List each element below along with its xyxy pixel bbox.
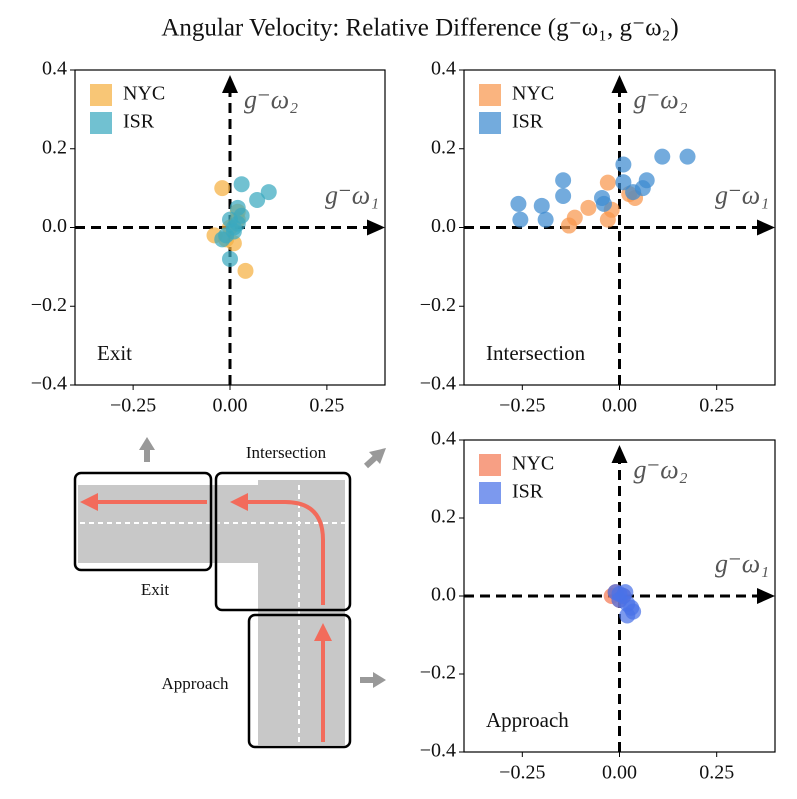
x-tick-label: 0.25 bbox=[699, 395, 734, 417]
point bbox=[233, 176, 250, 193]
point bbox=[512, 211, 529, 228]
legend-label: NYC bbox=[512, 83, 554, 105]
x-tick-label: −0.25 bbox=[499, 762, 545, 784]
legend-label: NYC bbox=[512, 453, 554, 475]
point bbox=[233, 207, 250, 224]
point bbox=[560, 217, 577, 234]
point bbox=[654, 148, 671, 165]
panel-annotation: Intersection bbox=[486, 341, 586, 365]
point bbox=[249, 191, 266, 208]
scatter-plot: −0.25 0.00 0.25 −0.4 −0.2 0.0 0.2 0.4 g⁻ω₁ g⁻ω₂ In… bbox=[420, 58, 776, 417]
y-axis-label: g⁻ω₂ bbox=[634, 85, 688, 114]
road bbox=[258, 480, 345, 745]
y-axis-label: g⁻ω₂ bbox=[244, 85, 298, 114]
diagram-label: Intersection bbox=[246, 443, 327, 462]
point bbox=[625, 603, 642, 620]
arrow-head bbox=[757, 588, 775, 604]
point bbox=[638, 172, 655, 189]
point bbox=[537, 211, 554, 228]
point bbox=[533, 197, 550, 214]
point bbox=[237, 262, 254, 279]
x-tick-label: −0.25 bbox=[499, 395, 545, 417]
diagram-label: Exit bbox=[141, 580, 170, 599]
legend-label: ISR bbox=[123, 111, 155, 133]
legend-swatch bbox=[479, 84, 501, 106]
y-tick-label: −0.4 bbox=[420, 373, 456, 395]
point bbox=[260, 184, 277, 201]
x-tick-label: 0.25 bbox=[309, 395, 344, 417]
legend-label: ISR bbox=[512, 481, 544, 503]
y-tick-label: 0.4 bbox=[431, 58, 456, 80]
x-tick-label: 0.25 bbox=[699, 762, 734, 784]
y-tick-label: −0.4 bbox=[420, 740, 456, 762]
y-tick-label: −0.2 bbox=[420, 662, 456, 684]
arrow-head bbox=[369, 448, 386, 464]
arrow-head bbox=[230, 493, 248, 511]
y-tick-label: 0.2 bbox=[42, 136, 67, 158]
scatter-plot: −0.25 0.00 0.25 −0.4 −0.2 0.0 0.2 0.4 g⁻ω₁ g⁻ω₂ Ap… bbox=[420, 428, 776, 784]
point bbox=[595, 195, 612, 212]
arrow-head bbox=[757, 219, 775, 236]
y-tick-label: 0.2 bbox=[431, 136, 456, 158]
panel-annotation: Approach bbox=[486, 708, 569, 732]
x-axis-label: g⁻ω₁ bbox=[715, 180, 769, 209]
x-tick-label: −0.25 bbox=[110, 395, 156, 417]
point bbox=[222, 251, 238, 267]
arrow-head bbox=[139, 437, 155, 450]
x-axis-label: g⁻ω₁ bbox=[325, 180, 379, 209]
x-tick-label: 0.00 bbox=[602, 395, 637, 417]
legend-swatch bbox=[90, 84, 112, 106]
point bbox=[225, 223, 242, 240]
x-axis-label: g⁻ω₁ bbox=[715, 549, 769, 578]
road-diagram: Intersection Exit Approach bbox=[73, 437, 386, 749]
point bbox=[625, 184, 642, 201]
legend-swatch bbox=[479, 454, 501, 476]
arrow-head bbox=[373, 672, 386, 688]
y-axis-label: g⁻ω₂ bbox=[634, 455, 688, 484]
point bbox=[679, 148, 696, 165]
y-tick-label: 0.0 bbox=[431, 584, 456, 606]
y-tick-label: 0.0 bbox=[42, 215, 67, 237]
point bbox=[555, 188, 572, 204]
arrow-head bbox=[611, 445, 628, 463]
arrow-head bbox=[222, 75, 238, 93]
exit-box bbox=[73, 471, 213, 572]
arrow-head bbox=[80, 493, 98, 511]
y-tick-label: 0.4 bbox=[42, 58, 67, 80]
point bbox=[617, 584, 634, 601]
approach-box bbox=[247, 613, 352, 749]
intersection-box bbox=[214, 471, 352, 612]
legend-swatch bbox=[90, 112, 112, 134]
point bbox=[214, 180, 231, 197]
y-tick-label: 0.2 bbox=[431, 506, 456, 528]
path-arrow bbox=[245, 500, 325, 605]
figure-title: Angular Velocity: Relative Difference (g… bbox=[161, 15, 678, 42]
panel-annotation: Exit bbox=[97, 341, 132, 365]
point bbox=[214, 231, 231, 248]
legend-swatch bbox=[479, 112, 501, 134]
y-tick-label: 0.0 bbox=[431, 215, 456, 237]
y-tick-label: −0.2 bbox=[420, 294, 456, 316]
scatter-plot: −0.25 0.00 0.25 −0.4 −0.2 0.0 0.2 0.4 g⁻ω₁ g⁻ω₂ Ex… bbox=[31, 58, 386, 417]
point bbox=[555, 172, 572, 189]
point bbox=[510, 195, 527, 212]
legend-swatch bbox=[479, 482, 501, 504]
y-tick-label: −0.4 bbox=[31, 373, 67, 395]
x-tick-label: 0.00 bbox=[602, 762, 637, 784]
legend-label: ISR bbox=[512, 111, 544, 133]
y-tick-label: 0.4 bbox=[431, 428, 456, 450]
arrow-head bbox=[367, 219, 385, 236]
point bbox=[615, 156, 632, 173]
y-tick-label: −0.2 bbox=[31, 294, 67, 316]
point bbox=[580, 199, 597, 216]
point bbox=[599, 174, 616, 191]
x-tick-label: 0.00 bbox=[213, 395, 248, 417]
arrow-head bbox=[611, 75, 628, 93]
diagram-label: Approach bbox=[161, 674, 229, 693]
legend-label: NYC bbox=[123, 83, 165, 105]
point bbox=[615, 174, 632, 191]
arrow-head bbox=[314, 623, 332, 641]
